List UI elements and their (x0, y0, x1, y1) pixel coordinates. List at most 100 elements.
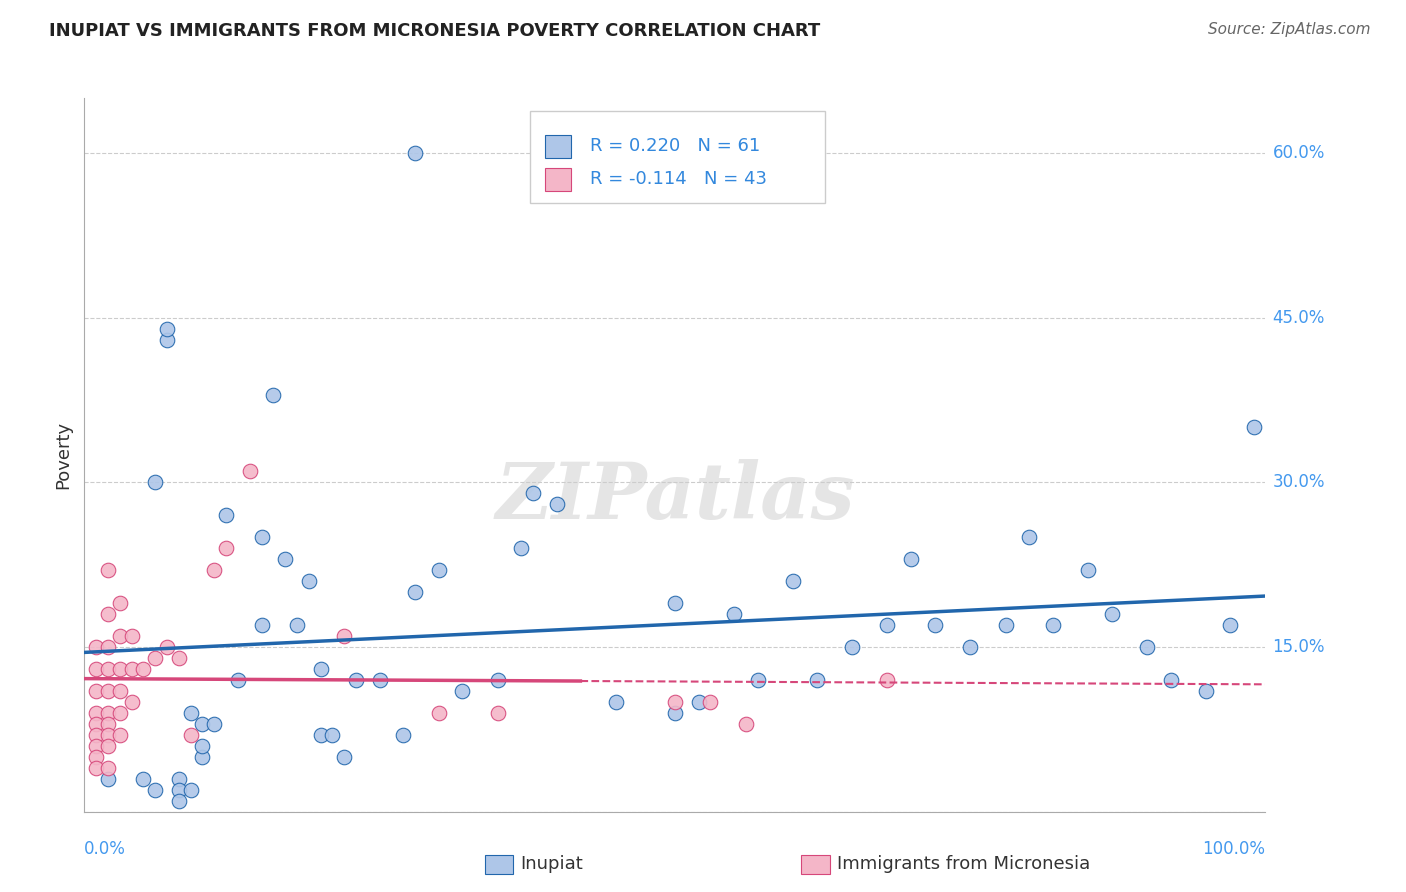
Point (1101, 607, 1123, 621)
Point (97, 761, 120, 775)
Point (191, 749, 214, 764)
Point (333, 749, 356, 764)
Point (167, 772, 190, 786)
Point (274, 552, 297, 566)
Point (97, 728, 120, 742)
Point (959, 640, 981, 654)
Point (97, 772, 120, 786)
Point (84, 662, 107, 676)
Point (97, 607, 120, 621)
Point (664, 596, 686, 610)
Point (1136, 640, 1159, 654)
Point (546, 497, 568, 511)
Point (121, 629, 143, 643)
Text: 100.0%: 100.0% (1202, 840, 1265, 858)
Point (734, 717, 756, 731)
Point (84, 717, 107, 731)
Point (180, 706, 202, 720)
Point (97, 684, 120, 698)
Text: 60.0%: 60.0% (1272, 144, 1324, 162)
Point (782, 574, 804, 589)
Point (239, 464, 262, 478)
Point (226, 673, 249, 687)
Text: Source: ZipAtlas.com: Source: ZipAtlas.com (1208, 22, 1371, 37)
Text: 15.0%: 15.0% (1272, 638, 1324, 656)
Point (309, 728, 332, 742)
Point (1219, 618, 1241, 632)
Point (699, 695, 721, 709)
Text: ZIPatlas: ZIPatlas (495, 459, 855, 536)
Point (143, 782, 166, 797)
Point (202, 563, 225, 577)
Point (1195, 684, 1218, 698)
Point (486, 706, 509, 720)
Point (132, 662, 155, 676)
Point (191, 739, 214, 753)
Point (1018, 530, 1040, 544)
Point (132, 772, 155, 786)
Point (108, 662, 131, 676)
Point (1243, 420, 1265, 434)
Point (84, 739, 107, 753)
Point (97, 662, 120, 676)
Point (180, 782, 202, 797)
Point (321, 728, 343, 742)
Point (84, 684, 107, 698)
Point (143, 475, 166, 490)
Point (121, 662, 143, 676)
Point (404, 146, 426, 161)
Point (900, 552, 922, 566)
Point (97, 739, 120, 753)
Point (97, 563, 120, 577)
Text: R = 0.220   N = 61: R = 0.220 N = 61 (591, 137, 761, 155)
Point (664, 706, 686, 720)
Point (1042, 618, 1064, 632)
Point (486, 673, 509, 687)
Point (309, 662, 332, 676)
Point (215, 508, 238, 523)
Point (84, 728, 107, 742)
Text: 0.0%: 0.0% (84, 840, 127, 858)
Point (108, 629, 131, 643)
Point (262, 387, 284, 401)
Point (143, 651, 166, 665)
Point (156, 640, 179, 654)
Text: Immigrants from Micronesia: Immigrants from Micronesia (837, 855, 1090, 873)
Point (97, 717, 120, 731)
Point (108, 596, 131, 610)
Point (605, 695, 627, 709)
Point (806, 673, 828, 687)
Point (167, 651, 190, 665)
Point (522, 486, 544, 500)
Point (108, 728, 131, 742)
Point (250, 530, 273, 544)
Point (84, 749, 107, 764)
Point (924, 618, 946, 632)
Point (404, 585, 426, 599)
Point (1160, 673, 1182, 687)
Point (156, 321, 179, 335)
Point (333, 629, 356, 643)
Point (368, 673, 391, 687)
Point (167, 782, 190, 797)
Point (1077, 563, 1099, 577)
Text: 45.0%: 45.0% (1272, 309, 1324, 326)
Point (215, 541, 238, 556)
Point (451, 684, 474, 698)
Point (108, 684, 131, 698)
Point (344, 673, 367, 687)
Point (841, 640, 863, 654)
Point (191, 717, 214, 731)
Point (156, 333, 179, 347)
Point (664, 695, 686, 709)
Text: INUPIAT VS IMMIGRANTS FROM MICRONESIA POVERTY CORRELATION CHART: INUPIAT VS IMMIGRANTS FROM MICRONESIA PO… (49, 22, 821, 40)
Point (876, 618, 898, 632)
Text: R = -0.114   N = 43: R = -0.114 N = 43 (591, 170, 766, 188)
Point (84, 761, 107, 775)
Point (97, 640, 120, 654)
Point (180, 728, 202, 742)
Point (250, 618, 273, 632)
Point (427, 706, 450, 720)
Point (285, 618, 308, 632)
Point (392, 728, 415, 742)
